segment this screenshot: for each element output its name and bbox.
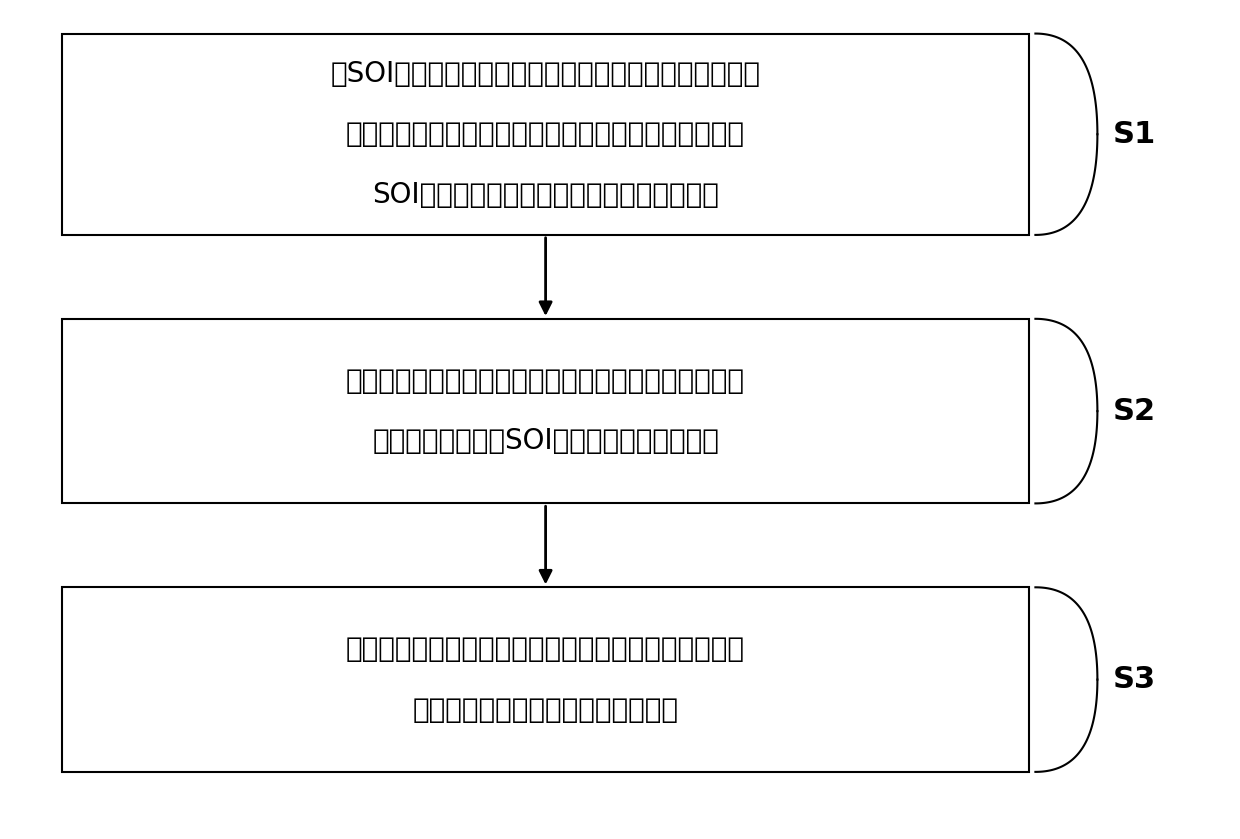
Text: 层的结构上表面的预设区域刻蚀出硅波导结构，在所述: 层的结构上表面的预设区域刻蚀出硅波导结构，在所述 <box>346 120 745 149</box>
Text: SOI衬底上表面的锗吸收层上制备探测器结构: SOI衬底上表面的锗吸收层上制备探测器结构 <box>372 180 719 209</box>
Text: 在制备有所述探测器结构且在所述预设区域刻蚀出所述: 在制备有所述探测器结构且在所述预设区域刻蚀出所述 <box>346 367 745 395</box>
Bar <box>62 319 1029 503</box>
Text: 并在所述图形窗口内生长激光器结构: 并在所述图形窗口内生长激光器结构 <box>413 696 678 724</box>
Bar <box>62 587 1029 772</box>
Text: S2: S2 <box>1114 397 1156 425</box>
Text: 硅波导结构的所述SOI衬底上沉积二氧化硅层: 硅波导结构的所述SOI衬底上沉积二氧化硅层 <box>372 427 719 456</box>
Text: S3: S3 <box>1114 665 1156 694</box>
Text: 在所述预设区域对应的二氧化硅层上制备出图形窗口，: 在所述预设区域对应的二氧化硅层上制备出图形窗口， <box>346 635 745 664</box>
Text: 在SOI衬底上表面制备锗吸收层，并在制备有所述锗吸收: 在SOI衬底上表面制备锗吸收层，并在制备有所述锗吸收 <box>331 60 760 88</box>
Bar <box>62 34 1029 235</box>
Text: S1: S1 <box>1114 120 1156 149</box>
